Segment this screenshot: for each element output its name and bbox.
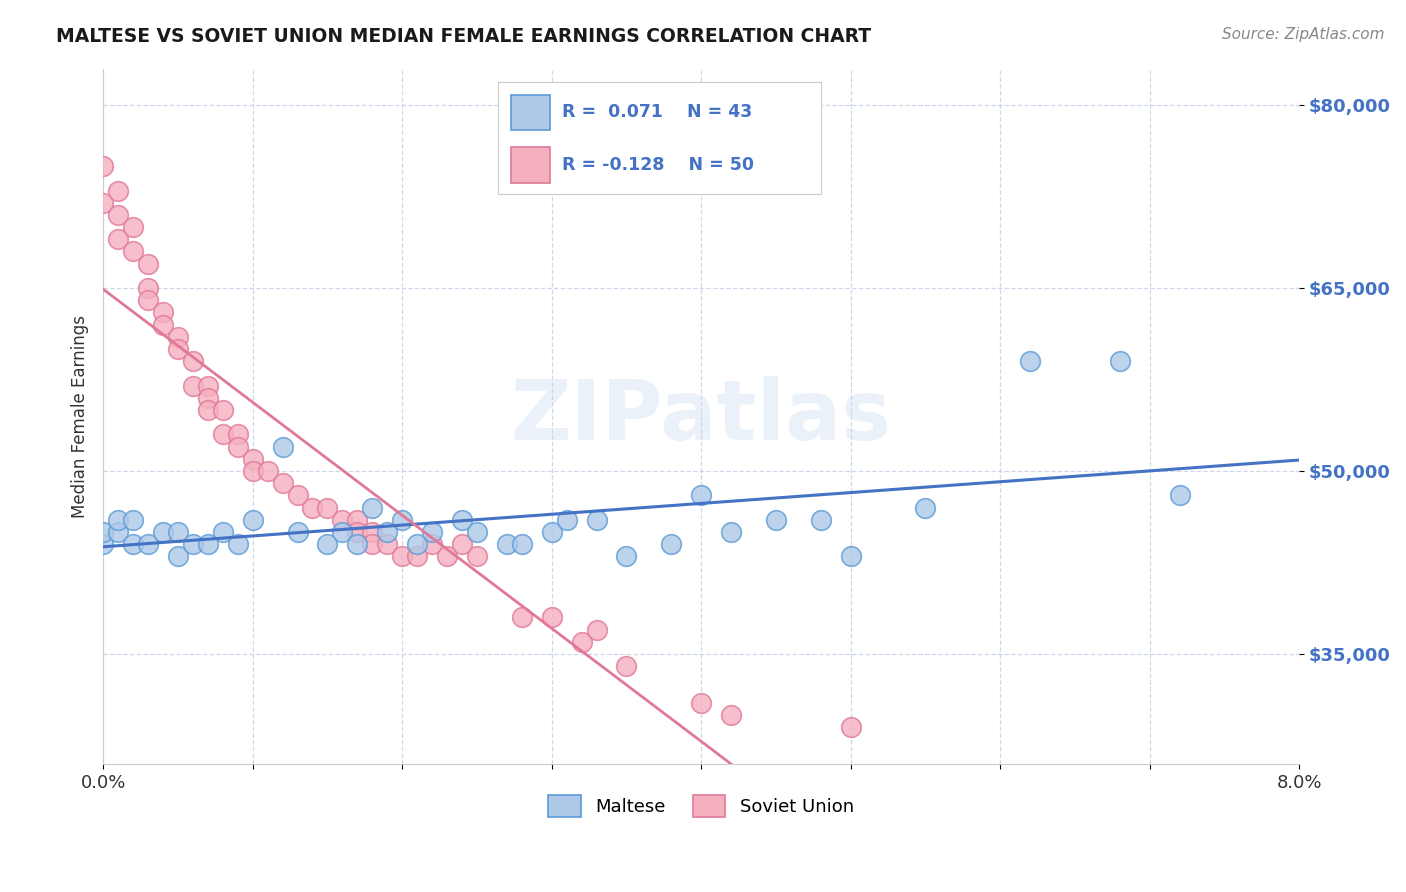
Point — [197, 391, 219, 405]
Point — [181, 354, 204, 368]
Point — [271, 476, 294, 491]
Point — [616, 659, 638, 673]
Point — [1168, 488, 1191, 502]
Point — [375, 524, 398, 539]
Point — [585, 513, 607, 527]
Point — [211, 524, 233, 539]
Point — [495, 537, 517, 551]
Point — [256, 464, 278, 478]
Point — [839, 549, 862, 564]
Point — [211, 427, 233, 442]
Point — [107, 513, 129, 527]
Point — [122, 244, 145, 259]
Point — [720, 708, 742, 723]
Point — [181, 537, 204, 551]
Point — [107, 232, 129, 246]
Point — [287, 524, 309, 539]
Point — [152, 305, 174, 319]
Point — [122, 220, 145, 235]
Point — [436, 549, 458, 564]
Point — [571, 635, 593, 649]
Text: MALTESE VS SOVIET UNION MEDIAN FEMALE EARNINGS CORRELATION CHART: MALTESE VS SOVIET UNION MEDIAN FEMALE EA… — [56, 27, 872, 45]
Point — [391, 513, 413, 527]
Point — [91, 159, 114, 173]
Point — [242, 451, 264, 466]
Y-axis label: Median Female Earnings: Median Female Earnings — [72, 315, 89, 517]
Point — [197, 537, 219, 551]
Point — [136, 257, 159, 271]
Point — [167, 342, 190, 356]
Point — [810, 513, 832, 527]
Point — [316, 500, 339, 515]
Point — [330, 524, 353, 539]
Point — [316, 537, 339, 551]
Text: ZIPatlas: ZIPatlas — [510, 376, 891, 457]
Point — [361, 537, 384, 551]
Point — [271, 440, 294, 454]
Point — [659, 537, 682, 551]
Point — [375, 537, 398, 551]
Point — [346, 513, 368, 527]
Text: Source: ZipAtlas.com: Source: ZipAtlas.com — [1222, 27, 1385, 42]
Point — [616, 549, 638, 564]
Point — [914, 500, 936, 515]
Point — [136, 293, 159, 308]
Point — [540, 610, 562, 624]
Point — [242, 513, 264, 527]
Point — [122, 513, 145, 527]
Point — [510, 537, 533, 551]
Point — [197, 378, 219, 392]
Point — [451, 537, 474, 551]
Point — [361, 524, 384, 539]
Point — [136, 537, 159, 551]
Point — [420, 524, 443, 539]
Point — [301, 500, 323, 515]
Point — [91, 195, 114, 210]
Point — [391, 549, 413, 564]
Point — [152, 524, 174, 539]
Point — [465, 549, 488, 564]
Point — [451, 513, 474, 527]
Point — [181, 378, 204, 392]
Point — [122, 537, 145, 551]
Point — [1108, 354, 1130, 368]
Point — [226, 427, 249, 442]
Point — [211, 403, 233, 417]
Point — [720, 524, 742, 539]
Point — [242, 464, 264, 478]
Point — [167, 549, 190, 564]
Point — [346, 524, 368, 539]
Point — [167, 330, 190, 344]
Point — [585, 623, 607, 637]
Point — [226, 537, 249, 551]
Point — [420, 537, 443, 551]
Point — [107, 184, 129, 198]
Point — [540, 524, 562, 539]
Point — [406, 537, 429, 551]
Point — [136, 281, 159, 295]
Point — [839, 720, 862, 734]
Point — [361, 500, 384, 515]
Point — [465, 524, 488, 539]
Point — [152, 318, 174, 332]
Point — [765, 513, 787, 527]
Point — [690, 696, 713, 710]
Point — [91, 524, 114, 539]
Point — [510, 610, 533, 624]
Point — [107, 524, 129, 539]
Point — [330, 513, 353, 527]
Legend: Maltese, Soviet Union: Maltese, Soviet Union — [541, 788, 860, 824]
Point — [287, 488, 309, 502]
Point — [197, 403, 219, 417]
Point — [346, 537, 368, 551]
Point — [406, 549, 429, 564]
Point — [690, 488, 713, 502]
Point — [1019, 354, 1042, 368]
Point — [91, 537, 114, 551]
Point — [555, 513, 578, 527]
Point — [167, 524, 190, 539]
Point — [107, 208, 129, 222]
Point — [226, 440, 249, 454]
